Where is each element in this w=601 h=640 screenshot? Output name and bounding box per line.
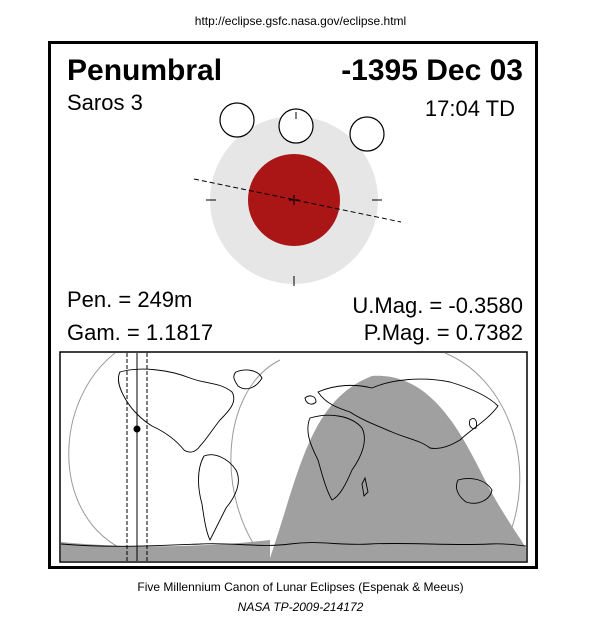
footer-canon-title: Five Millennium Canon of Lunar Eclipses …: [137, 580, 464, 594]
continent-outlines: [117, 368, 499, 542]
saros-number: Saros 3: [67, 90, 143, 115]
south-america: [198, 454, 239, 542]
north-america: [117, 368, 235, 453]
eclipse-visible-region: [61, 375, 526, 561]
moon-last-contact: [349, 116, 385, 152]
eclipse-type: Penumbral: [67, 54, 223, 87]
eclipse-date: -1395 Dec 03: [341, 54, 523, 87]
eurasia: [317, 378, 499, 449]
gamma-value: Gam. = 1.1817: [67, 320, 214, 345]
japan: [469, 417, 477, 429]
africa: [307, 414, 365, 501]
australia: [455, 478, 493, 504]
greenland: [233, 369, 263, 390]
penumbral-boundary-east: [444, 352, 521, 546]
greatest-eclipse-time: 17:04 TD: [424, 96, 515, 121]
eclipse-panel: [48, 41, 538, 569]
umbral-magnitude: U.Mag. = -0.3580: [352, 293, 523, 318]
moon-first-contact: [219, 102, 255, 138]
sub-lunar-point: [133, 425, 141, 433]
antarctica-coast: [60, 542, 527, 547]
footer-publication: NASA TP-2009-214172: [237, 600, 364, 614]
penumbral-duration: Pen. = 249m: [67, 287, 193, 312]
british-isles: [304, 395, 317, 405]
source-url[interactable]: http://eclipse.gsfc.nasa.gov/eclipse.htm…: [194, 14, 407, 28]
visibility-map: [59, 351, 528, 563]
moon-greatest-eclipse: [278, 108, 314, 144]
penumbral-magnitude: P.Mag. = 0.7382: [363, 320, 523, 345]
madagascar: [361, 476, 369, 497]
